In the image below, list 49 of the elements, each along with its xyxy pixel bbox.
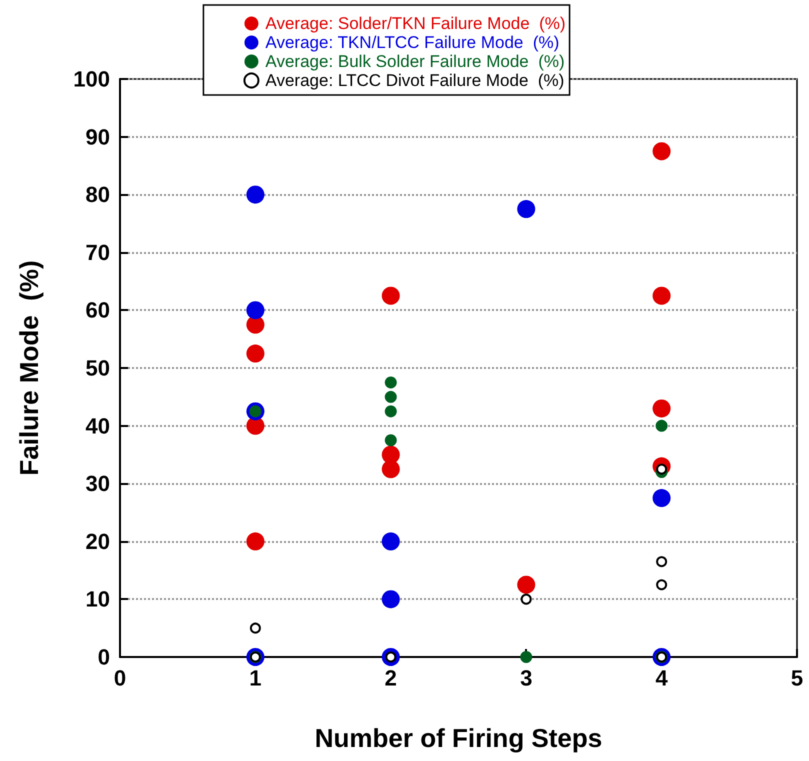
x-tick-label: 3: [520, 666, 532, 690]
point: [656, 556, 668, 568]
x-tick-label: 4: [655, 666, 668, 690]
point: [246, 301, 264, 320]
x-tick-label: 1: [249, 666, 262, 690]
point: [382, 590, 400, 608]
x-tick-label: 0: [114, 666, 126, 690]
point: [652, 286, 671, 305]
y-tick-label: 70: [86, 240, 110, 265]
y-tick-label: 100: [73, 66, 110, 92]
y-tick-label: 80: [86, 182, 110, 208]
point: [246, 532, 264, 550]
y-tick-label: 0: [98, 644, 110, 670]
point: [520, 651, 532, 663]
point: [382, 532, 400, 550]
x-tick-label: 5: [790, 666, 804, 690]
point: [382, 286, 400, 305]
legend-label: Average: Bulk Solder Failure Mode (%): [265, 52, 565, 71]
point: [384, 434, 397, 446]
y-tick-label: 20: [86, 528, 110, 554]
point: [250, 622, 261, 634]
y-tick-label: 40: [86, 413, 110, 438]
point: [517, 200, 536, 218]
y-tick-label: 30: [86, 471, 110, 496]
point: [384, 390, 397, 403]
point: [246, 344, 264, 363]
point: [652, 142, 671, 160]
point: [652, 489, 671, 508]
legend-label: Average: TKN/LTCC Failure Mode (%): [265, 33, 560, 52]
point: [384, 376, 397, 388]
y-axis-title: Failure Mode (%): [14, 260, 44, 476]
point: [246, 186, 264, 204]
point: [652, 399, 671, 418]
point: [382, 460, 400, 478]
y-tick-label: 60: [86, 298, 110, 323]
point: [520, 594, 532, 605]
legend-label: Average: LTCC Divot Failure Mode (%): [265, 71, 564, 90]
point: [517, 576, 536, 594]
point: [656, 579, 668, 590]
point: [384, 405, 397, 418]
x-tick-label: 2: [384, 666, 397, 690]
point: [656, 420, 668, 432]
point: [382, 446, 400, 464]
y-tick-label: 50: [86, 356, 110, 380]
legend-label: Average: Solder/TKN Failure Mode (%): [265, 14, 566, 33]
y-tick-label: 90: [86, 124, 110, 150]
y-tick-label: 10: [86, 586, 110, 612]
x-axis-title: Number of Firing Steps: [314, 723, 602, 753]
point: [246, 416, 264, 435]
